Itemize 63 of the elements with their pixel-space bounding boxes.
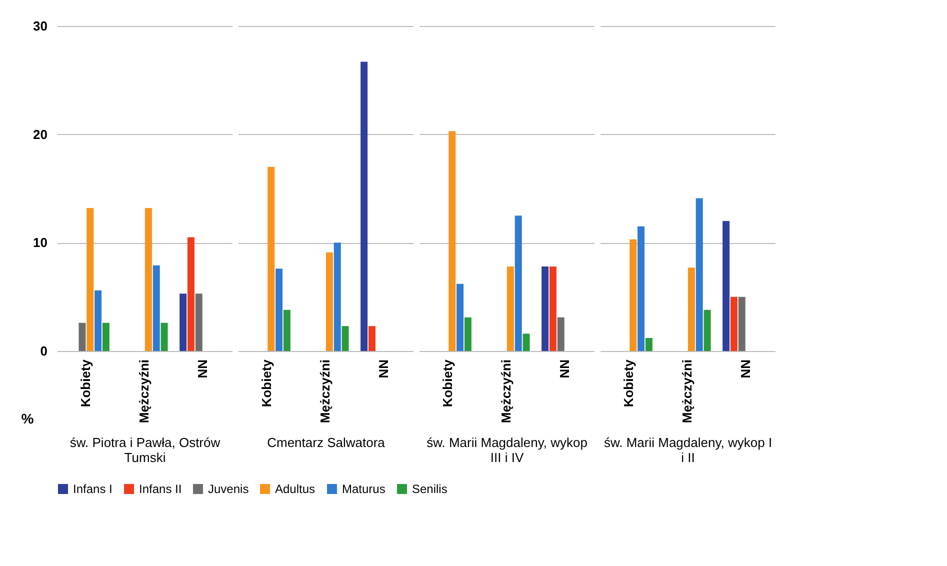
bar — [506, 266, 514, 351]
legend-label: Adultus — [275, 482, 316, 496]
legend-label: Infans II — [139, 482, 182, 496]
x-tick-label: Kobiety — [259, 358, 274, 408]
bar — [342, 326, 349, 351]
x-tick-label: Mężczyźni — [498, 360, 514, 424]
bar — [283, 310, 290, 351]
bar — [152, 265, 160, 351]
x-tick-label: NN — [194, 360, 210, 378]
bar — [704, 310, 711, 351]
bar — [268, 166, 275, 351]
bar — [464, 317, 472, 351]
bar — [360, 62, 368, 351]
bar — [522, 334, 530, 351]
bar — [195, 294, 202, 351]
bar — [368, 326, 376, 351]
x-tick-label: NN — [738, 360, 753, 378]
x-tick-label: Kobiety — [621, 358, 636, 408]
bar — [102, 322, 110, 351]
bar — [456, 284, 464, 351]
bar — [276, 268, 283, 351]
x-axis-title: Cmentarz Salwatora — [267, 435, 386, 450]
bar — [160, 322, 168, 351]
x-axis-title: św. Piotra i Pawła, Ostrów Tumski — [70, 435, 221, 466]
legend-label: Infans I — [73, 482, 112, 496]
x-tick-label: Mężczyźni — [136, 360, 152, 424]
x-tick-label: Mężczyźni — [318, 360, 332, 424]
x-tick-label: NN — [376, 360, 391, 378]
bar — [696, 198, 703, 351]
bar — [722, 221, 730, 351]
bar — [86, 208, 94, 351]
bar — [187, 237, 194, 351]
bar — [514, 216, 522, 351]
legend-label: Juvenis — [208, 482, 249, 496]
bar — [730, 296, 738, 351]
legend-label: Maturus — [342, 482, 386, 496]
bar — [549, 266, 556, 351]
bar — [334, 242, 341, 351]
x-tick-label: Kobiety — [78, 358, 94, 408]
x-tick-label: Kobiety — [440, 358, 456, 408]
bar — [94, 290, 102, 351]
bar — [542, 266, 549, 351]
bar — [688, 268, 695, 351]
bar — [630, 239, 637, 351]
x-axis-title: św. Marii Magdaleny, wykop I i II — [604, 435, 772, 466]
bar — [144, 208, 152, 351]
y-tick-label: 20 — [33, 126, 48, 142]
x-tick-label: NN — [556, 360, 572, 378]
legend-label: Senilis — [412, 482, 448, 496]
y-tick-label: 30 — [33, 18, 48, 34]
bar — [326, 252, 333, 351]
y-tick-label: 10 — [33, 235, 48, 250]
y-axis-title: % — [21, 410, 34, 426]
bar — [78, 322, 86, 351]
y-tick-label: 0 — [40, 344, 48, 358]
x-tick-label: Mężczyźni — [680, 360, 694, 424]
x-axis-title: św. Marii Magdaleny, wykop III i IV — [426, 435, 588, 466]
bar — [645, 338, 652, 351]
bar — [638, 226, 645, 351]
bar — [448, 131, 456, 351]
bar — [557, 317, 564, 351]
bar — [738, 296, 746, 351]
bar — [180, 294, 187, 351]
